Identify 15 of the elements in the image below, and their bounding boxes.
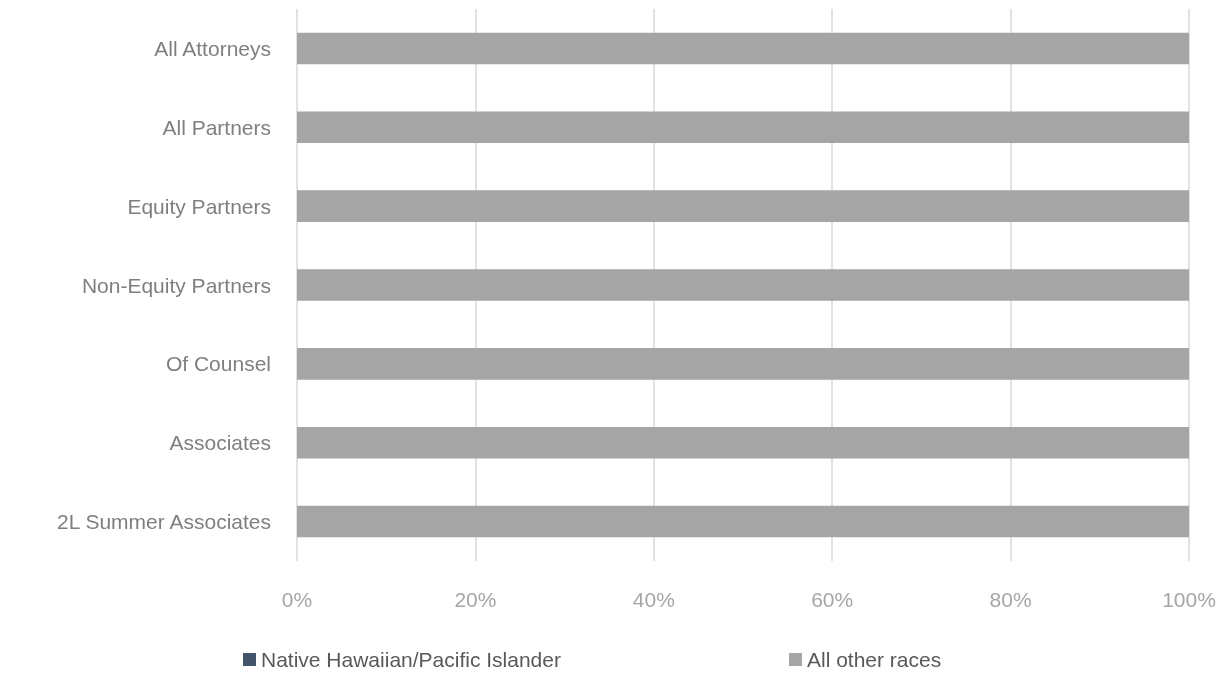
legend-label: Native Hawaiian/Pacific Islander bbox=[261, 648, 561, 671]
y-tick-label: All Partners bbox=[162, 115, 271, 139]
x-tick-label: 80% bbox=[989, 588, 1032, 611]
x-tick-label: 20% bbox=[454, 588, 497, 611]
x-tick-label: 100% bbox=[1162, 588, 1216, 611]
y-tick-label: 2L Summer Associates bbox=[57, 510, 271, 534]
legend-label: All other races bbox=[806, 648, 942, 671]
y-tick-label: Associates bbox=[169, 431, 271, 455]
y-tick-label: Non-Equity Partners bbox=[81, 273, 271, 297]
y-tick-label: Of Counsel bbox=[165, 352, 271, 376]
y-tick-label: Equity Partners bbox=[127, 194, 271, 218]
x-tick-label: 0% bbox=[281, 588, 313, 611]
x-tick-label: 40% bbox=[632, 588, 675, 611]
x-tick-label: 60% bbox=[811, 588, 854, 611]
y-tick-label: All Attorneys bbox=[154, 36, 271, 60]
